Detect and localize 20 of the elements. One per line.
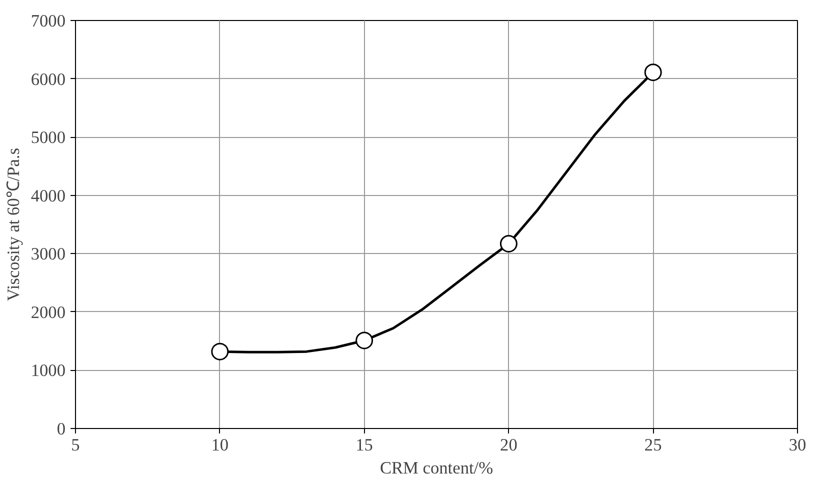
y-tick-label: 5000 [30,128,66,148]
x-tick-label: 10 [211,436,229,454]
point [211,342,229,360]
y-tick-label: 7000 [30,12,66,30]
x-axis-title: CRM content/% [380,458,494,478]
point [644,64,662,82]
y-tick-label: 1000 [30,361,66,380]
x-tick-label: 25 [644,436,662,454]
y-tick-label: 2000 [30,302,66,322]
y-tick-label: 6000 [30,70,66,89]
y-tick-label: 0 [56,420,66,438]
y-axis-title: Viscosity at 60℃/Pa.s [4,148,23,302]
x-tick-label: 20 [500,436,518,454]
y-tick-label: 3000 [30,244,66,264]
y-tick-label: 4000 [30,186,66,206]
point [356,332,374,350]
x-tick-label: 5 [71,436,80,454]
x-tick-label: 15 [356,436,373,454]
x-tick-label: 30 [788,436,806,454]
point [500,235,518,252]
